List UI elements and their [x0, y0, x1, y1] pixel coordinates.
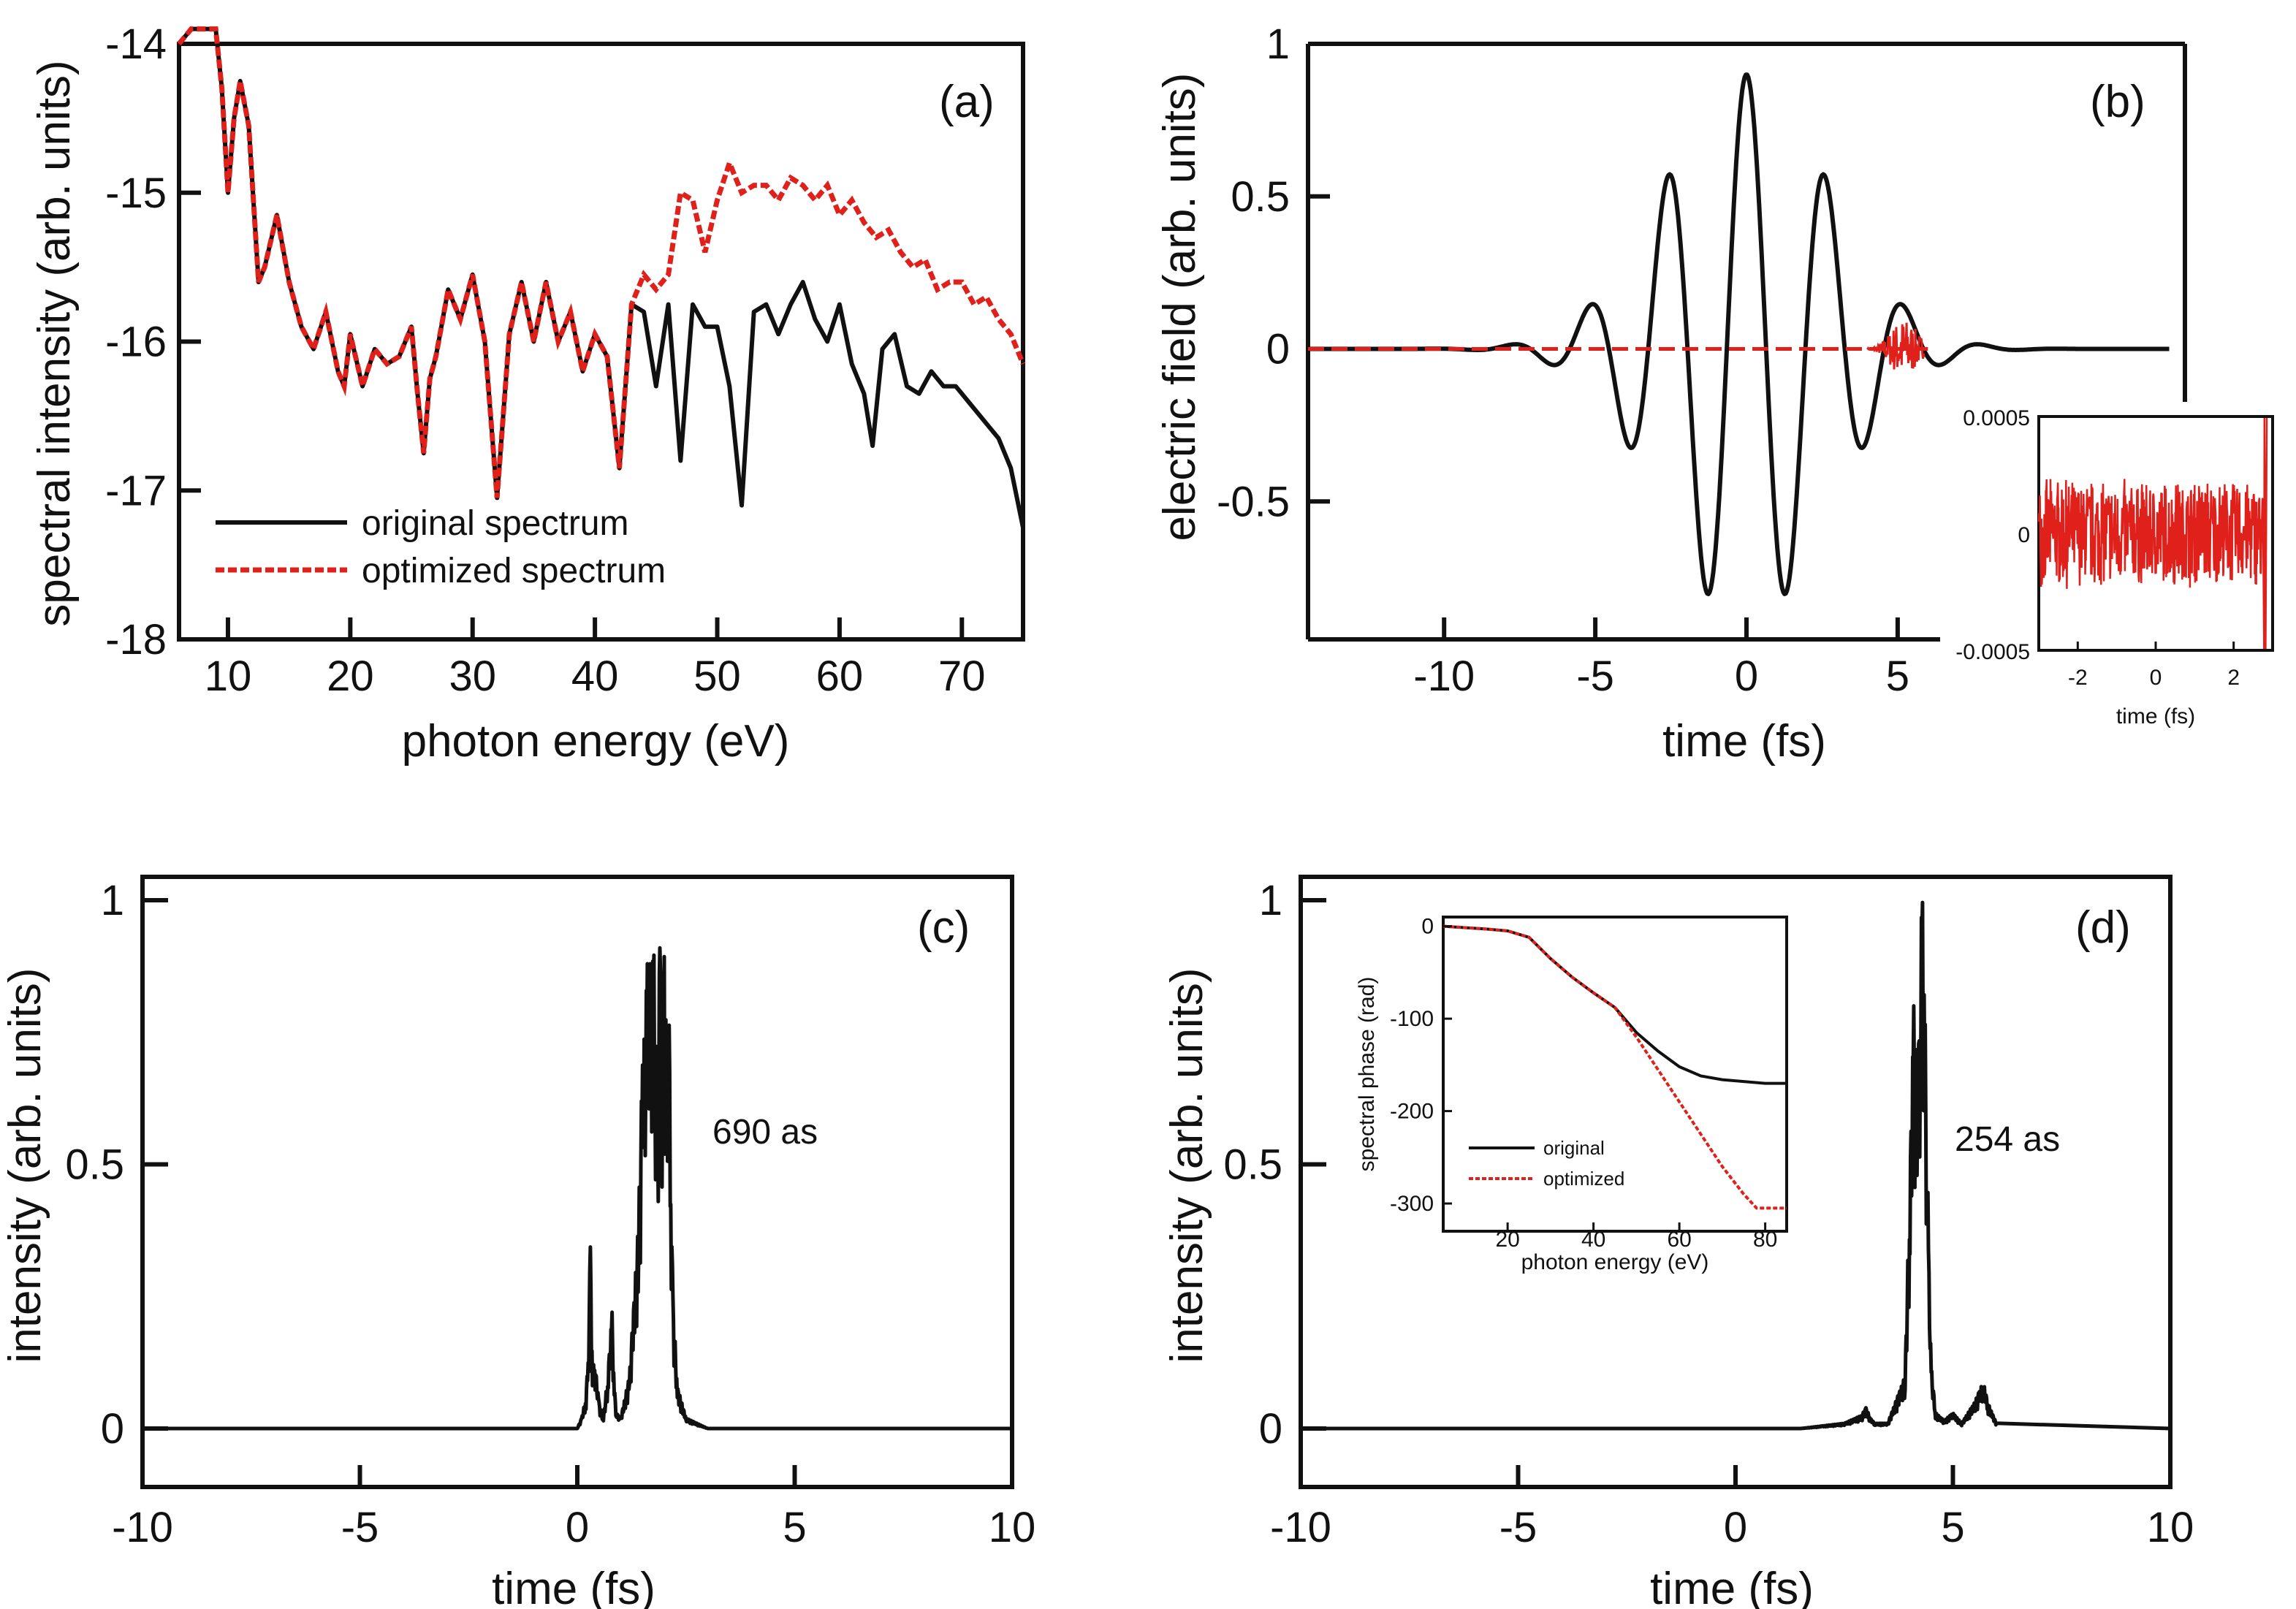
panel-d-inset-optimized-line [1442, 924, 1787, 1210]
panel-d-inset-xtick-label: 80 [1753, 1228, 1777, 1252]
panel-c-xtick-label: 10 [989, 1504, 1036, 1551]
panel-d-inset-legend: original optimized [1469, 1137, 1624, 1190]
panel-a-ticks: 10 20 30 40 50 60 70 -18 -17 -16 -15 -14 [105, 20, 985, 700]
panel-b-inset-noise [2037, 417, 2268, 650]
panel-a-original-line [177, 26, 1025, 528]
panel-d-inset-ytick-label: -300 [1390, 1192, 1434, 1216]
panel-c-xtick-label: 0 [566, 1504, 589, 1551]
panel-b-inset: -2 0 2 0.0005 0 -0.0005 time (fs) [1940, 406, 2280, 729]
panel-a: (a) photon energy (eV) spectral intensit… [29, 20, 1026, 767]
panel-a-xtick-label: 10 [205, 653, 252, 700]
panel-a-optimized-line [177, 26, 1026, 498]
panel-a-label: (a) [939, 77, 995, 127]
panel-d-inset-ytick-label: -100 [1390, 1007, 1434, 1031]
panel-d-ytick-label: 0.5 [1223, 1141, 1282, 1189]
panel-b-ytick-label: 0.5 [1231, 173, 1290, 221]
panel-c-frame [140, 875, 1014, 1489]
inset-legend-original-label: original [1543, 1137, 1605, 1159]
panel-b-inset-xtick-label: -2 [2068, 666, 2088, 690]
panel-d-ytick-label: 1 [1259, 877, 1282, 924]
panel-b: (b) time (fs) electric field (arb. units… [1155, 20, 2280, 767]
panel-d-inset-xtick-label: 20 [1495, 1228, 1519, 1252]
panel-d-pulse-line [1301, 900, 2171, 1431]
panel-c-xtick-label: 5 [783, 1504, 806, 1551]
panel-c-ytick-label: 0.5 [65, 1141, 124, 1189]
panel-a-xtick-label: 60 [816, 653, 864, 700]
panel-a-ytick-label: -16 [105, 319, 167, 366]
panel-d-xtick-label: -5 [1499, 1504, 1537, 1551]
panel-a-ytick-label: -18 [105, 616, 167, 663]
panel-c-pulse-line [142, 946, 1012, 1431]
legend-optimized-label: optimized spectrum [362, 552, 666, 590]
panel-b-inset-ytick-mid: 0 [2018, 523, 2030, 547]
panel-d-xtick-label: 0 [1724, 1504, 1747, 1551]
panel-a-ytick-label: -14 [105, 20, 167, 68]
panel-a-ytick-label: -17 [105, 467, 167, 514]
panel-d-ticks: -10 -5 0 5 10 0 0.5 1 [1223, 877, 2194, 1551]
panel-c-xtick-label: -10 [112, 1504, 173, 1551]
panel-b-inset-xtick-label: 2 [2227, 666, 2240, 690]
panel-b-inset-ytick-bottom: -0.0005 [1955, 640, 2030, 664]
panel-d-xtick-label: 5 [1941, 1504, 1964, 1551]
panel-b-optimized-burst [1866, 322, 1926, 370]
panel-a-xlabel: photon energy (eV) [402, 716, 790, 767]
panel-b-ytick-label: 0 [1266, 326, 1290, 373]
legend-original-label: original spectrum [362, 504, 628, 543]
panel-a-xtick-label: 20 [327, 653, 374, 700]
panel-c-ylabel: intensity (arb. units) [0, 968, 50, 1363]
panel-a-xtick-label: 50 [693, 653, 741, 700]
panel-b-inset-ticks: -2 0 2 [2068, 642, 2240, 690]
panel-d-ylabel: intensity (arb. units) [1162, 968, 1212, 1363]
panel-d-inset-xlabel: photon energy (eV) [1521, 1250, 1709, 1274]
panel-c-ytick-label: 0 [101, 1405, 124, 1453]
panel-a-legend: original spectrum optimized spectrum [216, 504, 666, 590]
panel-b-ylabel: electric field (arb. units) [1155, 73, 1205, 541]
panel-d-ytick-label: 0 [1259, 1405, 1282, 1453]
panel-b-xtick-label: 0 [1735, 653, 1758, 700]
panel-a-xtick-label: 70 [938, 653, 986, 700]
panel-d-label: (d) [2075, 902, 2131, 953]
panel-c-ticks: -10 -5 0 5 10 0 0.5 1 [65, 877, 1035, 1551]
panel-d-inset-ytick-label: -200 [1390, 1100, 1434, 1124]
panel-c-duration-annotation: 690 as [712, 1113, 818, 1152]
panel-b-xlabel: time (fs) [1662, 716, 1826, 767]
panel-d: (d) time (fs) intensity (arb. units) -10… [1162, 875, 2194, 1609]
panel-d-inset-xtick-label: 60 [1667, 1228, 1691, 1252]
panel-b-xtick-label: -5 [1576, 653, 1614, 700]
panel-b-inset-xlabel: time (fs) [2116, 704, 2195, 729]
panel-b-inset-ytick-top: 0.0005 [1963, 406, 2030, 430]
panel-c-xlabel: time (fs) [492, 1564, 655, 1609]
panel-b-xtick-label: 5 [1886, 653, 1909, 700]
panel-b-inset-xtick-label: 0 [2150, 666, 2162, 690]
panel-a-lines [177, 26, 1026, 528]
panel-d-inset-ylabel: spectral phase (rad) [1355, 977, 1379, 1172]
inset-legend-optimized-label: optimized [1543, 1168, 1624, 1190]
panel-d-duration-annotation: 254 as [1955, 1120, 2060, 1159]
panel-d-inset-ytick-label: 0 [1421, 915, 1434, 939]
panel-a-ylabel: spectral intensity (arb. units) [29, 60, 80, 626]
panel-a-xtick-label: 30 [449, 653, 496, 700]
panel-d-xtick-label: -10 [1270, 1504, 1331, 1551]
panel-b-label: (b) [2090, 77, 2145, 127]
panel-a-ytick-label: -15 [105, 170, 167, 217]
panel-b-ytick-label: 1 [1266, 20, 1290, 68]
panel-d-xtick-label: 10 [2147, 1504, 2194, 1551]
panel-d-inset: 20 40 60 80 -300 -200 -100 0 photon energy (eV)… [1355, 915, 1788, 1274]
panel-a-xtick-label: 40 [571, 653, 619, 700]
panel-c: (c) time (fs) intensity (arb. units) -10… [0, 875, 1035, 1609]
panel-c-xtick-label: -5 [341, 1504, 379, 1551]
panel-d-xlabel: time (fs) [1650, 1564, 1814, 1609]
panel-d-inset-ticks: 20 40 60 80 -300 -200 -100 0 [1390, 915, 1777, 1252]
panel-b-xtick-label: -10 [1413, 653, 1475, 700]
panel-d-inset-xtick-label: 40 [1581, 1228, 1605, 1252]
panel-b-ytick-label: -0.5 [1217, 478, 1290, 525]
panel-c-label: (c) [917, 902, 970, 953]
panel-d-inset-frame [1442, 916, 1788, 1233]
panel-c-ytick-label: 1 [101, 877, 124, 924]
